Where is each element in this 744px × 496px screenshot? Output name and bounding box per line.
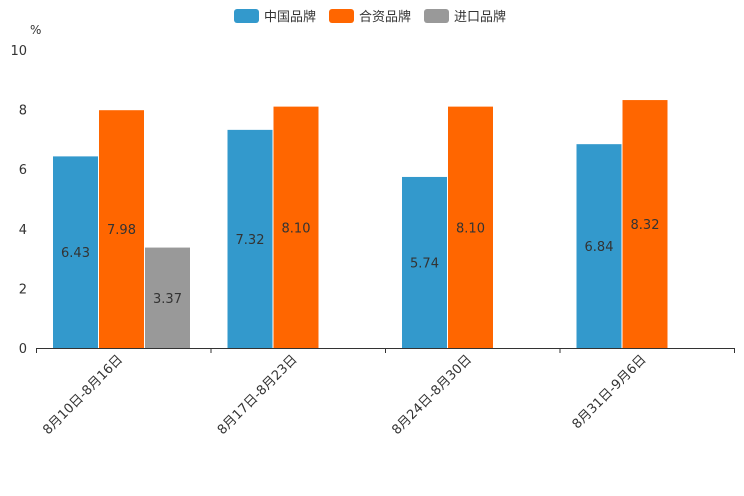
y-tick-label: 4 xyxy=(19,223,27,238)
data-label: 8.10 xyxy=(282,221,311,236)
x-tick-label: 8月31日-9月6日 xyxy=(570,352,650,432)
bar-3-1[interactable] xyxy=(145,247,190,348)
y-tick-label: 0 xyxy=(19,342,27,357)
x-tick-label: 8月24日-8月30日 xyxy=(389,352,475,438)
data-label: 5.74 xyxy=(410,256,439,271)
legend: 中国品牌 合资品牌 进口品牌 xyxy=(234,9,506,25)
data-label: 3.37 xyxy=(153,292,182,307)
legend-swatch-2[interactable] xyxy=(329,9,354,23)
bar-1-3[interactable] xyxy=(402,176,447,348)
y-axis: % 0 2 4 6 8 10 xyxy=(10,23,41,357)
data-label: 8.10 xyxy=(456,221,485,236)
bar-1-2[interactable] xyxy=(227,129,273,348)
x-tick-label: 8月10日-8月16日 xyxy=(40,352,126,438)
data-label: 8.32 xyxy=(631,218,660,233)
y-tick-label: 6 xyxy=(19,163,27,178)
legend-swatch-1[interactable] xyxy=(234,9,259,23)
x-axis: 8月10日-8月16日 8月17日-8月23日 8月24日-8月30日 8月31日-9… xyxy=(36,348,735,438)
bar-1-4[interactable] xyxy=(576,144,622,348)
bar-2-4[interactable] xyxy=(622,100,668,349)
data-label: 7.32 xyxy=(236,233,265,248)
data-label: 7.98 xyxy=(107,223,136,238)
y-tick-label: 2 xyxy=(19,282,27,297)
data-label: 6.43 xyxy=(61,246,90,261)
y-tick-label: 8 xyxy=(19,104,27,119)
bar-2-1[interactable] xyxy=(99,110,144,348)
legend-swatch-3[interactable] xyxy=(424,9,449,23)
y-tick-label: 10 xyxy=(10,44,27,59)
legend-label-2[interactable]: 合资品牌 xyxy=(359,9,411,25)
legend-label-3[interactable]: 进口品牌 xyxy=(454,9,506,25)
bar-2-3[interactable] xyxy=(448,106,493,349)
bar-1-1[interactable] xyxy=(53,156,98,348)
bar-2-2[interactable] xyxy=(273,106,319,349)
y-axis-unit: % xyxy=(30,23,41,37)
legend-label-1[interactable]: 中国品牌 xyxy=(264,9,316,25)
bars: 6.43 7.98 3.37 7.32 8.10 5.74 8.10 6.84 8.32 xyxy=(53,100,668,349)
x-tick-label: 8月17日-8月23日 xyxy=(215,352,301,438)
data-label: 6.84 xyxy=(585,240,614,255)
